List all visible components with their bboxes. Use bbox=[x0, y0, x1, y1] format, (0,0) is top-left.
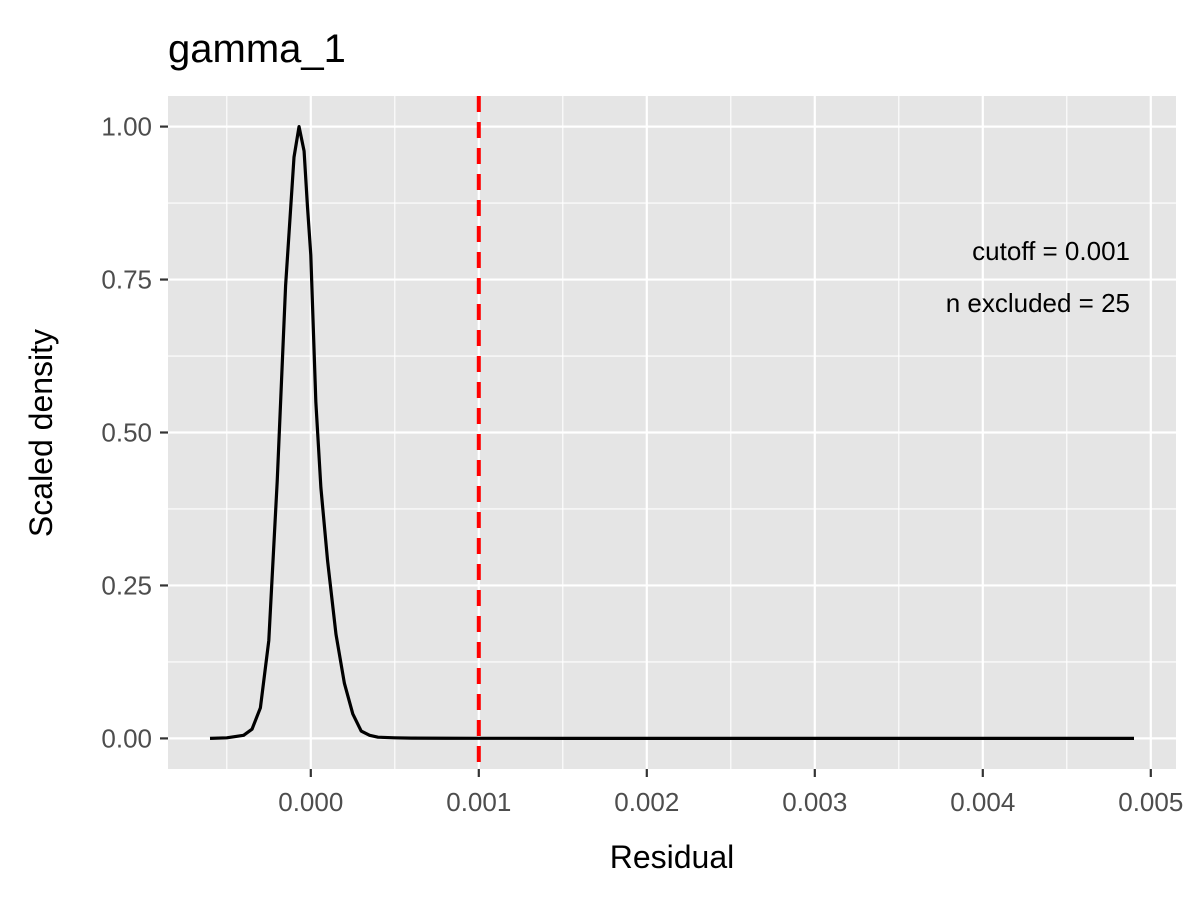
y-tick-label: 1.00 bbox=[101, 112, 152, 142]
y-tick-label: 0.25 bbox=[101, 570, 152, 600]
x-tick-label: 0.005 bbox=[1118, 787, 1183, 817]
y-axis-title: Scaled density bbox=[23, 329, 59, 537]
y-tick-label: 0.00 bbox=[101, 723, 152, 753]
y-tick-label: 0.50 bbox=[101, 418, 152, 448]
major-grid bbox=[168, 96, 1176, 769]
x-axis: 0.000 0.001 0.002 0.003 0.004 0.005 bbox=[278, 769, 1183, 817]
y-tick-label: 0.75 bbox=[101, 265, 152, 295]
x-tick-label: 0.002 bbox=[614, 787, 679, 817]
y-axis: 0.00 0.25 0.50 0.75 1.00 bbox=[101, 112, 168, 753]
x-tick-label: 0.004 bbox=[950, 787, 1015, 817]
excluded-count-annotation: n excluded = 25 bbox=[946, 288, 1130, 318]
x-tick-label: 0.001 bbox=[446, 787, 511, 817]
chart-title: gamma_1 bbox=[168, 27, 346, 71]
x-tick-label: 0.003 bbox=[782, 787, 847, 817]
x-axis-title: Residual bbox=[610, 839, 735, 875]
x-tick-label: 0.000 bbox=[278, 787, 343, 817]
density-curve bbox=[209, 124, 1134, 741]
cutoff-annotation: cutoff = 0.001 bbox=[972, 236, 1130, 266]
